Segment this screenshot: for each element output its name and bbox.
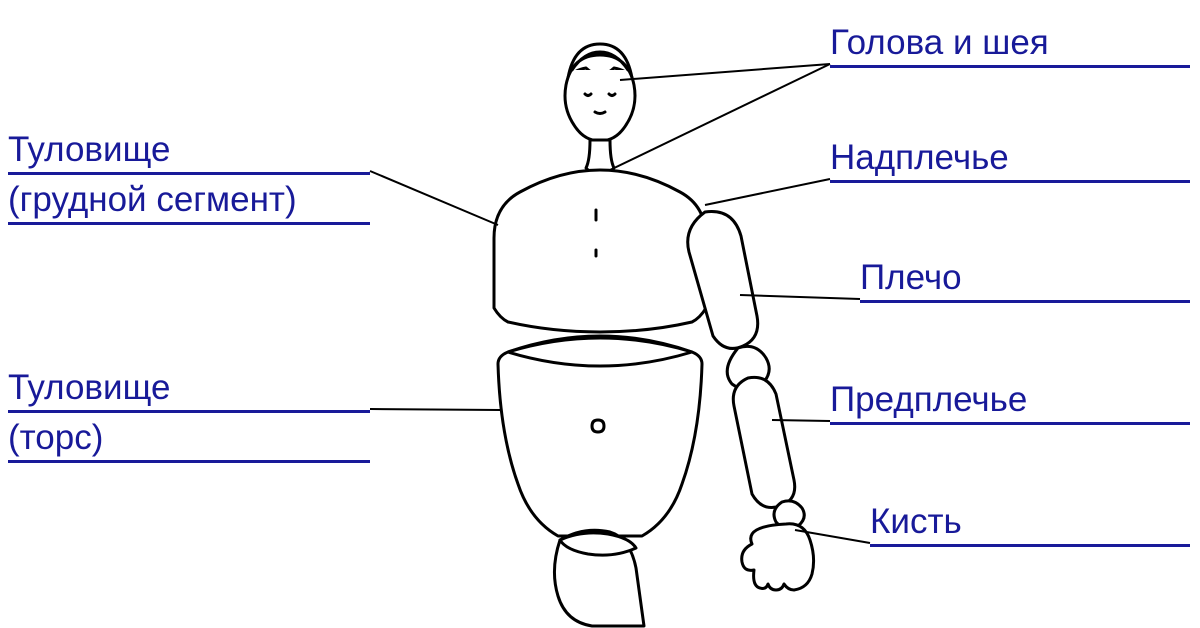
figure-chest [494,170,706,332]
label-torso-lower-line1: Туловище [8,368,370,413]
label-shoulder-girdle: Надплечье [830,138,1190,183]
figure-forearm [733,377,794,507]
label-hand: Кисть [870,502,1190,547]
label-torso-chest-line2: (грудной сегмент) [8,180,370,225]
label-torso-chest-line1: Туловище [8,130,370,175]
figure-hand [742,524,814,590]
label-head-neck: Голова и шея [830,23,1190,68]
label-forearm: Предплечье [830,380,1190,425]
diagram-canvas: Туловище (грудной сегмент) Туловище (тор… [0,0,1200,628]
figure-upper-arm [688,212,758,349]
label-upper-arm: Плечо [860,258,1190,303]
label-torso-lower-line2: (торс) [8,418,370,463]
